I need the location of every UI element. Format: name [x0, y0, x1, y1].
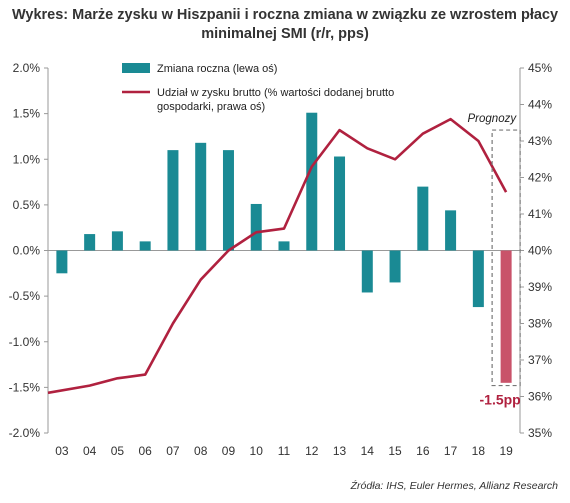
x-axis-tick-label: 05 [111, 444, 125, 458]
bar [445, 210, 457, 251]
x-axis-tick-label: 09 [222, 444, 236, 458]
x-axis-tick-label: 18 [472, 444, 486, 458]
bar [334, 156, 346, 251]
x-axis-tick-label: 04 [83, 444, 97, 458]
left-axis-tick-label: -1.5% [9, 380, 41, 394]
bar [361, 250, 373, 293]
right-axis-tick-label: 37% [528, 353, 552, 367]
x-axis-tick-label: 16 [416, 444, 430, 458]
x-axis-tick-label: 11 [278, 444, 291, 458]
x-axis-tick-label: 13 [333, 444, 347, 458]
right-axis-tick-label: 35% [528, 426, 552, 440]
left-axis-tick-label: -2.0% [9, 426, 41, 440]
left-axis-tick-label: 0.5% [13, 198, 41, 212]
left-axis-tick-label: 0.0% [13, 244, 41, 258]
legend-bar-label: Zmiana roczna (lewa oś) [157, 63, 277, 75]
left-axis-tick-label: 2.0% [13, 61, 41, 75]
bar [306, 112, 318, 251]
right-axis-tick-label: 40% [528, 244, 552, 258]
legend-bar-swatch [122, 63, 150, 73]
x-axis-tick-label: 08 [194, 444, 208, 458]
bar [278, 241, 290, 251]
right-axis-tick-label: 44% [528, 98, 552, 112]
left-axis-tick-label: -1.0% [9, 335, 41, 349]
x-axis-tick-label: 07 [166, 444, 180, 458]
right-axis-tick-label: 38% [528, 317, 552, 331]
legend-line-label-cont: gospodarki, prawa oś) [157, 101, 265, 113]
left-axis-tick-label: -0.5% [9, 289, 41, 303]
x-axis-tick-label: 17 [444, 444, 458, 458]
forecast-bar [500, 250, 512, 383]
bar [417, 186, 429, 251]
legend-line-label: Udział w zysku brutto (% wartości dodane… [157, 87, 394, 99]
right-axis-tick-label: 43% [528, 134, 552, 148]
right-axis-tick-label: 41% [528, 207, 552, 221]
chart-title: Wykres: Marże zysku w Hiszpanii i roczna… [0, 6, 570, 44]
bar [389, 250, 401, 283]
forecast-label: Prognozy [468, 113, 518, 125]
bar [167, 150, 179, 251]
x-axis-tick-label: 03 [55, 444, 69, 458]
x-axis-tick-label: 15 [388, 444, 402, 458]
right-axis-tick-label: 36% [528, 390, 552, 404]
right-axis-tick-label: 39% [528, 280, 552, 294]
source-note: Źródła: IHS, Euler Hermes, Allianz Resea… [350, 480, 558, 492]
x-axis-tick-label: 19 [499, 444, 513, 458]
annotation-label: -1.5pp [480, 392, 521, 408]
bar [250, 203, 262, 251]
right-axis-tick-label: 42% [528, 171, 552, 185]
x-axis-tick-label: 12 [305, 444, 319, 458]
left-axis-tick-label: 1.5% [13, 107, 41, 121]
bar [56, 250, 68, 274]
chart-title-line-1: Wykres: Marże zysku w Hiszpanii i roczna… [11, 7, 559, 23]
chart-title-line-2: minimalnej SMI (r/r, pps) [201, 26, 369, 42]
bar [195, 142, 207, 251]
forecast-box [491, 129, 521, 387]
bar [139, 241, 151, 251]
bar [472, 250, 484, 308]
right-axis-tick-label: 45% [528, 61, 552, 75]
x-axis-tick-label: 06 [138, 444, 152, 458]
bar [84, 234, 96, 251]
bar [111, 231, 123, 251]
line-series [47, 117, 508, 395]
x-axis-tick-label: 14 [361, 444, 375, 458]
x-axis-tick-label: 10 [250, 444, 264, 458]
left-axis-tick-label: 1.0% [13, 152, 41, 166]
bar [222, 150, 234, 251]
